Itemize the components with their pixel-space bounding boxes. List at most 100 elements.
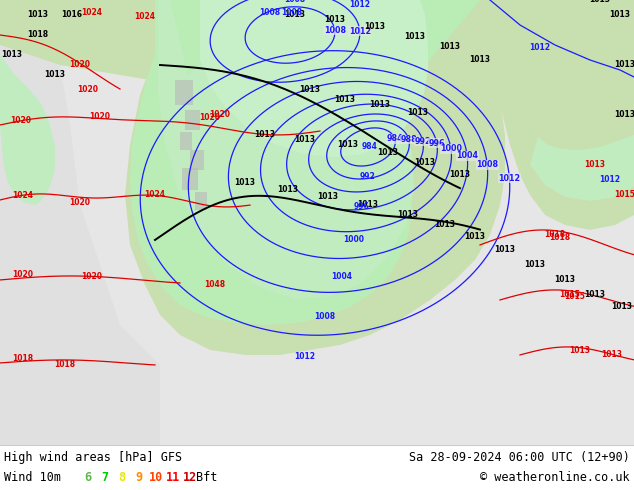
Polygon shape (125, 0, 505, 355)
Text: 1013: 1013 (318, 193, 339, 201)
Bar (175, 80, 193, 105)
Polygon shape (0, 0, 155, 80)
Text: 1020: 1020 (200, 113, 221, 122)
Bar (195, 192, 207, 210)
Text: 1020: 1020 (77, 85, 98, 95)
Text: 1020: 1020 (10, 116, 31, 125)
Text: 1016: 1016 (61, 10, 82, 20)
Text: High wind areas [hPa] GFS: High wind areas [hPa] GFS (4, 451, 182, 464)
Text: 1013: 1013 (614, 60, 634, 70)
Text: 1008: 1008 (285, 0, 306, 4)
Text: 1013: 1013 (470, 55, 491, 65)
Text: 1013: 1013 (434, 220, 455, 229)
Text: 1008: 1008 (281, 8, 302, 18)
Polygon shape (200, 0, 428, 157)
Text: 1020: 1020 (70, 198, 91, 207)
Text: 1008: 1008 (324, 26, 346, 35)
Text: 984: 984 (387, 134, 403, 143)
Text: 1024: 1024 (134, 13, 155, 22)
Text: 1013: 1013 (44, 71, 65, 79)
Text: 1018: 1018 (27, 30, 49, 40)
Text: 1024: 1024 (12, 191, 33, 200)
Text: 1018: 1018 (545, 230, 566, 240)
Text: Sa 28-09-2024 06:00 UTC (12+90): Sa 28-09-2024 06:00 UTC (12+90) (409, 451, 630, 464)
Text: 1012: 1012 (498, 173, 521, 183)
Text: 1020: 1020 (82, 272, 103, 281)
Text: 1013: 1013 (495, 245, 515, 254)
Text: 1018: 1018 (550, 233, 571, 242)
Text: 1013: 1013 (585, 291, 605, 299)
Text: 1013: 1013 (612, 302, 633, 312)
Text: Wind 10m: Wind 10m (4, 471, 61, 484)
Polygon shape (158, 0, 414, 299)
Text: 1013: 1013 (585, 160, 605, 170)
Text: 1024: 1024 (145, 190, 165, 199)
Polygon shape (0, 0, 160, 445)
Text: 1012: 1012 (349, 0, 370, 9)
Text: 1024: 1024 (82, 8, 103, 18)
Text: 1013: 1013 (590, 0, 611, 4)
Text: 1013: 1013 (27, 10, 48, 20)
Text: 1008: 1008 (314, 313, 335, 321)
Bar (185, 110, 200, 130)
Text: 1013: 1013 (370, 100, 391, 109)
Text: 1018: 1018 (12, 354, 33, 363)
Polygon shape (480, 0, 634, 230)
Text: 1013: 1013 (555, 275, 576, 285)
Text: 1013: 1013 (337, 141, 358, 149)
Text: 996: 996 (429, 139, 445, 148)
Text: 1004: 1004 (456, 151, 478, 160)
Text: 1048: 1048 (204, 280, 226, 290)
Text: 1015: 1015 (560, 290, 581, 299)
Text: 996: 996 (354, 202, 370, 212)
Text: © weatheronline.co.uk: © weatheronline.co.uk (481, 471, 630, 484)
Text: 1013: 1013 (285, 10, 306, 20)
Text: 1013: 1013 (299, 85, 321, 95)
Bar (182, 168, 198, 190)
Text: 1013: 1013 (335, 96, 356, 104)
Text: 1012: 1012 (529, 43, 550, 52)
Text: 1013: 1013 (325, 16, 346, 24)
Text: 992: 992 (360, 172, 376, 181)
Text: 1013: 1013 (524, 261, 545, 270)
Text: 1013: 1013 (358, 200, 378, 209)
Text: 1013: 1013 (609, 10, 630, 20)
Text: 1012: 1012 (295, 352, 316, 362)
Text: 1000: 1000 (344, 236, 365, 245)
Text: 9: 9 (136, 471, 143, 484)
Text: 7: 7 (101, 471, 108, 484)
Text: 1013: 1013 (278, 186, 299, 195)
Text: 1013: 1013 (602, 350, 623, 360)
Polygon shape (0, 0, 55, 205)
Bar (190, 150, 204, 170)
Text: 1013: 1013 (614, 110, 634, 120)
Text: 1013: 1013 (408, 108, 429, 118)
Text: 11: 11 (166, 471, 180, 484)
Text: 1012: 1012 (349, 26, 371, 35)
Text: 1012: 1012 (600, 175, 621, 184)
Text: 1013: 1013 (398, 211, 418, 220)
Text: 1013: 1013 (569, 346, 590, 355)
Text: 1013: 1013 (439, 43, 460, 51)
Text: 1015: 1015 (614, 191, 634, 199)
Text: 1013: 1013 (254, 130, 276, 140)
Text: 1013: 1013 (465, 232, 486, 242)
Bar (180, 132, 192, 150)
Text: 8: 8 (119, 471, 126, 484)
Text: 1013: 1013 (365, 23, 385, 31)
Text: 1020: 1020 (89, 113, 110, 122)
Text: 1020: 1020 (70, 60, 91, 70)
Text: 1020: 1020 (209, 110, 231, 120)
Text: 1013: 1013 (235, 178, 256, 188)
Text: 1004: 1004 (332, 272, 353, 281)
Polygon shape (530, 135, 634, 201)
Text: 984: 984 (362, 143, 378, 151)
Text: 1013: 1013 (415, 158, 436, 168)
Polygon shape (130, 0, 480, 325)
Text: 1018: 1018 (55, 361, 75, 369)
Text: 1020: 1020 (12, 270, 33, 279)
Text: 1000: 1000 (440, 144, 462, 153)
Text: 6: 6 (84, 471, 91, 484)
Text: 1008: 1008 (476, 161, 498, 170)
Text: 988: 988 (400, 135, 417, 144)
